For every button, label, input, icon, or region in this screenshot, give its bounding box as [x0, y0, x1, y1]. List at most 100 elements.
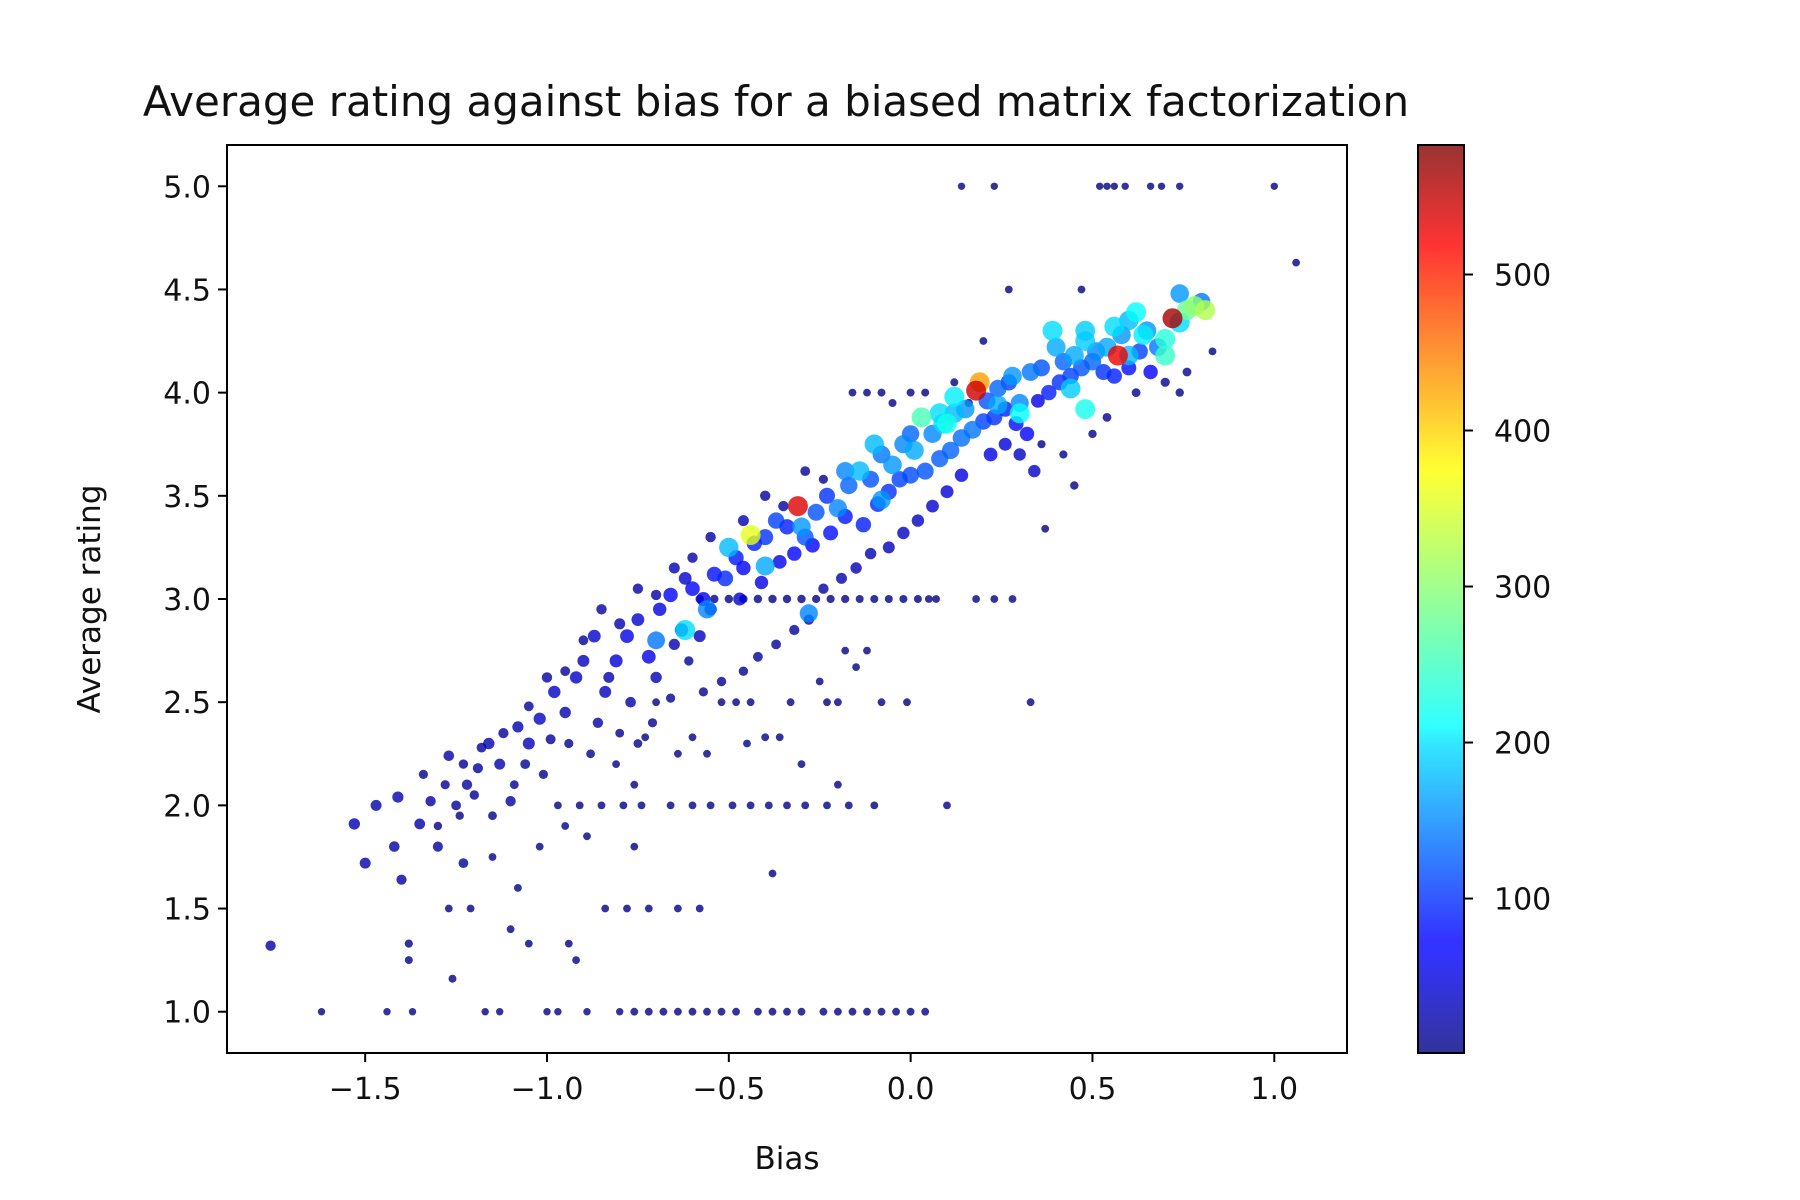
scatter-point	[414, 818, 426, 830]
scatter-point	[823, 698, 831, 707]
scatter-point	[957, 182, 966, 190]
scatter-point	[840, 476, 858, 495]
scatter-point	[819, 1007, 828, 1016]
scatter-point	[801, 801, 810, 810]
y-axis-label: Average rating	[72, 485, 108, 714]
x-tick-label: 1.0	[1250, 1072, 1298, 1107]
scatter-point	[494, 758, 506, 770]
scatter-point	[633, 739, 643, 748]
scatter-point	[1162, 308, 1183, 329]
scatter-point	[538, 769, 549, 780]
scatter-point	[1009, 403, 1030, 424]
scatter-point	[688, 733, 697, 742]
scatter-point	[1170, 284, 1189, 303]
scatter-point	[695, 904, 704, 913]
scatter-point	[1195, 300, 1216, 321]
scatter-point	[815, 677, 824, 686]
scatter-point	[921, 388, 930, 397]
scatter-point	[577, 654, 590, 667]
scatter-point	[1095, 364, 1112, 380]
scatter-point	[1019, 426, 1035, 442]
scatter-point	[753, 594, 763, 604]
scatter-point	[637, 801, 646, 810]
scatter-point	[647, 631, 665, 650]
scatter-point	[916, 462, 934, 480]
scatter-point	[1208, 347, 1217, 356]
scatter-point	[888, 399, 897, 407]
scatter-point	[921, 1007, 930, 1016]
y-tick-label: 5.0	[163, 170, 211, 205]
scatter-point	[1008, 595, 1017, 603]
scatter-point	[1155, 329, 1176, 349]
scatter-point	[717, 698, 726, 707]
y-tick-label: 2.5	[163, 686, 211, 721]
scatter-point	[698, 687, 709, 697]
scatter-point	[559, 706, 571, 719]
scatter-point	[348, 818, 360, 830]
y-tick-label: 3.5	[163, 480, 211, 515]
scatter-point	[906, 1007, 915, 1016]
scatter-point	[863, 388, 871, 397]
scatter-point	[650, 671, 662, 684]
scatter-point	[1110, 182, 1119, 190]
scatter-point	[717, 570, 734, 587]
scatter-point	[455, 811, 464, 820]
scatter-point	[524, 939, 533, 948]
scatter-point	[812, 594, 821, 604]
scatter-point	[666, 693, 676, 703]
scatter-point	[609, 654, 623, 668]
scatter-point	[575, 801, 584, 810]
y-tick-label: 4.5	[163, 273, 211, 308]
scatter-point	[904, 440, 924, 460]
scatter-point	[787, 546, 802, 561]
scatter-point	[1292, 258, 1300, 267]
scatter-point	[740, 525, 761, 545]
scatter-point	[1013, 448, 1026, 461]
scatter-point	[389, 841, 400, 852]
scatter-point	[913, 595, 922, 603]
scatter-point	[870, 801, 879, 810]
scatter-point	[940, 485, 954, 499]
scatter-point	[541, 672, 553, 683]
scatter-point	[706, 801, 715, 810]
scatter-point	[1160, 377, 1170, 387]
scatter-point	[792, 517, 811, 537]
scatter-point	[902, 466, 919, 484]
scatter-point	[647, 718, 658, 728]
scatter-point	[848, 1007, 857, 1016]
scatter-point	[872, 490, 891, 510]
scatter-point	[569, 671, 583, 684]
scatter-point	[317, 1008, 326, 1016]
scatter-point	[1270, 182, 1279, 190]
scatter-point	[732, 698, 740, 707]
colorbar-gradient	[1418, 145, 1464, 1053]
scatter-point	[675, 620, 696, 640]
scatter-point	[641, 733, 650, 742]
scatter-point	[789, 624, 800, 636]
scatter-point	[592, 717, 604, 728]
scatter-point	[630, 780, 639, 789]
scatter-point	[1088, 429, 1097, 439]
scatter-point	[548, 685, 561, 699]
scatter-point	[404, 939, 413, 948]
scatter-point	[554, 801, 562, 810]
scatter-point	[615, 728, 625, 738]
scatter-point	[771, 639, 781, 650]
scatter-point	[850, 461, 870, 481]
scatter-point	[488, 853, 497, 861]
scatter-point	[1070, 481, 1079, 490]
scatter-point	[644, 904, 653, 913]
scatter-point	[911, 407, 932, 428]
scatter-point	[877, 388, 886, 397]
scatter-point	[944, 386, 965, 407]
scatter-point	[572, 956, 580, 964]
scatter-point	[1107, 345, 1128, 366]
x-tick-label: −1.0	[511, 1072, 584, 1107]
scatter-point	[674, 904, 682, 913]
scatter-point	[601, 904, 610, 913]
scatter-point	[496, 1008, 504, 1016]
chart-title: Average rating against bias for a biased…	[143, 77, 1409, 126]
scatter-point	[732, 1007, 740, 1016]
scatter-point	[603, 671, 615, 683]
scatter-point	[1041, 384, 1057, 401]
